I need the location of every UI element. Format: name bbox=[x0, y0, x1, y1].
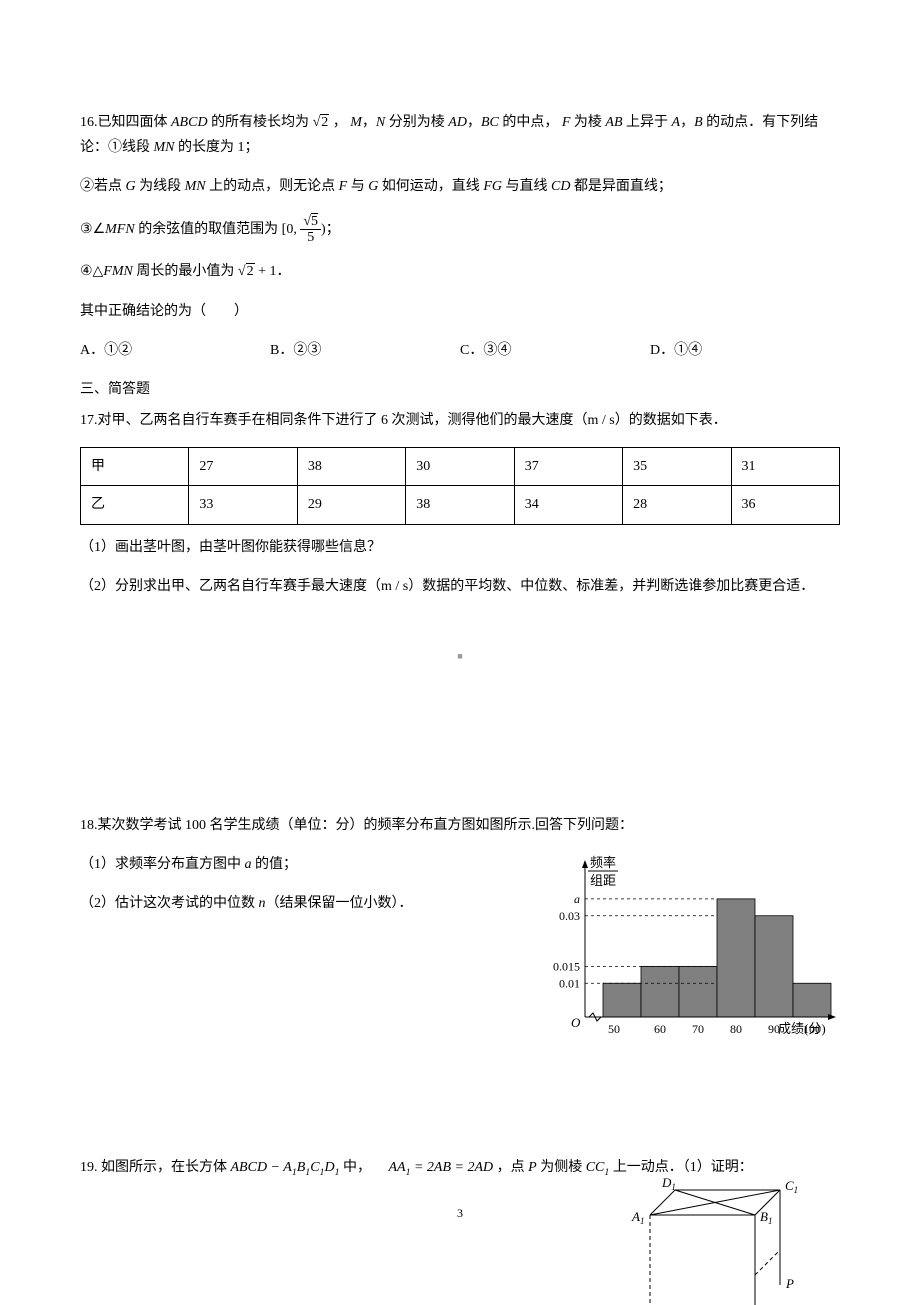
table-cell: 27 bbox=[189, 448, 297, 486]
q18-stem: 18.某次数学考试 100 名学生成绩（单位：分）的频率分布直方图如图所示.回答… bbox=[80, 813, 840, 838]
q16-options: A．①② B．②③ C．③④ D．①④ bbox=[80, 338, 840, 363]
svg-text:P: P bbox=[785, 1276, 794, 1291]
svg-text:80: 80 bbox=[730, 1022, 742, 1036]
q18-sub1: （1）求频率分布直方图中 a 的值； bbox=[80, 852, 518, 877]
svg-text:0.015: 0.015 bbox=[553, 960, 580, 974]
q16-optC: C．③④ bbox=[460, 338, 650, 363]
table-cell: 37 bbox=[514, 448, 622, 486]
table-cell: 35 bbox=[623, 448, 731, 486]
table-cell: 30 bbox=[406, 448, 514, 486]
q17-table: 甲273830373531乙332938342836 bbox=[80, 447, 840, 524]
table-cell: 38 bbox=[406, 486, 514, 524]
svg-text:D1: D1 bbox=[661, 1175, 676, 1192]
table-cell: 29 bbox=[297, 486, 405, 524]
svg-text:成绩(分): 成绩(分) bbox=[778, 1021, 826, 1036]
svg-text:频率: 频率 bbox=[590, 855, 616, 870]
table-cell: 34 bbox=[514, 486, 622, 524]
svg-text:A1: A1 bbox=[631, 1209, 644, 1226]
q16-cond4: ④△FMN 周长的最小值为 √2 + 1． bbox=[80, 259, 840, 284]
table-row: 乙332938342836 bbox=[81, 486, 840, 524]
page-number: 3 bbox=[457, 1203, 463, 1225]
q16-cond2: ②若点 G 为线段 MN 上的动点，则无论点 F 与 G 如何运动，直线 FG … bbox=[80, 174, 840, 199]
q16-optA: A．①② bbox=[80, 338, 270, 363]
q16-optB: B．②③ bbox=[270, 338, 460, 363]
svg-text:C1: C1 bbox=[785, 1178, 798, 1195]
q16-cond3: ③∠MFN 的余弦值的取值范围为 [0, √55)； bbox=[80, 214, 840, 246]
table-cell: 38 bbox=[297, 448, 405, 486]
q16-ask: 其中正确结论的为（ ） bbox=[80, 299, 840, 324]
table-row: 甲273830373531 bbox=[81, 448, 840, 486]
table-cell: 36 bbox=[731, 486, 839, 524]
q17-sub2: （2）分别求出甲、乙两名自行车赛手最大速度（m / s）数据的平均数、中位数、标… bbox=[80, 574, 840, 599]
q19-figure: D1 C1 A1 B1 P bbox=[620, 1175, 820, 1305]
section-3-title: 三、简答题 bbox=[80, 377, 840, 402]
q17-stem: 17.对甲、乙两名自行车赛手在相同条件下进行了 6 次测试，测得他们的最大速度（… bbox=[80, 408, 840, 433]
svg-text:组距: 组距 bbox=[590, 873, 616, 888]
svg-text:60: 60 bbox=[654, 1022, 666, 1036]
table-cell: 甲 bbox=[81, 448, 189, 486]
svg-text:O: O bbox=[571, 1015, 581, 1030]
svg-text:70: 70 bbox=[692, 1022, 704, 1036]
q16-stem-line1: 16.已知四面体 ABCD 的所有棱长均为 √2 ， M，N 分别为棱 AD，B… bbox=[80, 110, 840, 160]
q17-sub1: （1）画出茎叶图，由茎叶图你能获得哪些信息？ bbox=[80, 535, 840, 560]
svg-text:0.03: 0.03 bbox=[559, 909, 580, 923]
table-cell: 乙 bbox=[81, 486, 189, 524]
svg-text:a: a bbox=[574, 892, 580, 906]
svg-text:0.01: 0.01 bbox=[559, 976, 580, 990]
svg-text:B1: B1 bbox=[760, 1209, 772, 1226]
table-cell: 33 bbox=[189, 486, 297, 524]
q18-sub2: （2）估计这次考试的中位数 n（结果保留一位小数）． bbox=[80, 891, 518, 916]
q18-histogram: 频率组距a0.030.0150.01O5060708090100成绩(分) bbox=[530, 852, 840, 1054]
table-cell: 28 bbox=[623, 486, 731, 524]
table-cell: 31 bbox=[731, 448, 839, 486]
svg-text:50: 50 bbox=[608, 1022, 620, 1036]
q16-optD: D．①④ bbox=[650, 338, 840, 363]
